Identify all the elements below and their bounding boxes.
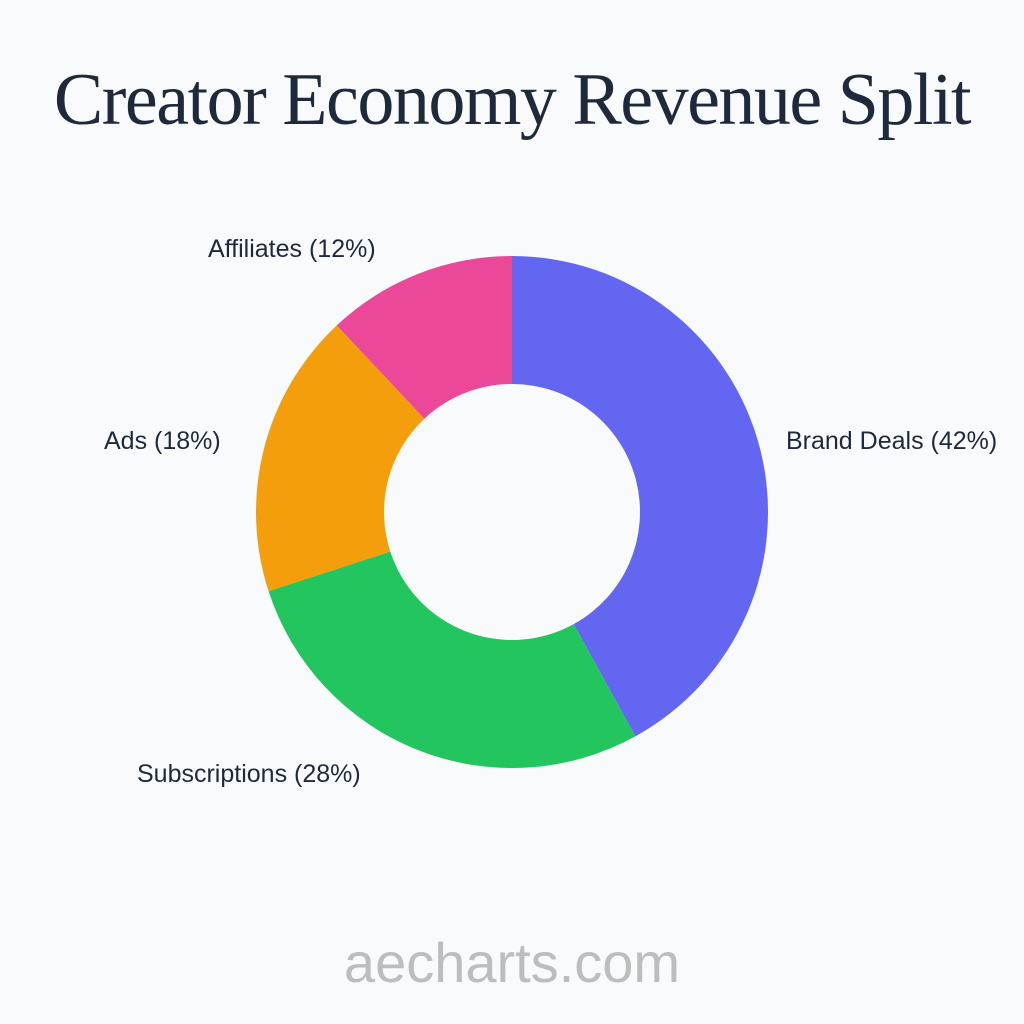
label-brand-deals: Brand Deals (42%) (786, 427, 998, 455)
slice-ads[interactable] (256, 325, 425, 592)
watermark: aecharts.com (343, 931, 681, 994)
label-subscriptions: Subscriptions (28%) (137, 760, 361, 788)
slice-affiliates[interactable] (336, 256, 512, 419)
label-affiliates: Affiliates (12%) (208, 235, 376, 263)
slice-brand-deals[interactable] (512, 256, 768, 737)
slice-subscriptions[interactable] (268, 551, 636, 768)
chart-title: Creator Economy Revenue Split (53, 59, 972, 141)
label-ads: Ads (18%) (104, 427, 221, 455)
